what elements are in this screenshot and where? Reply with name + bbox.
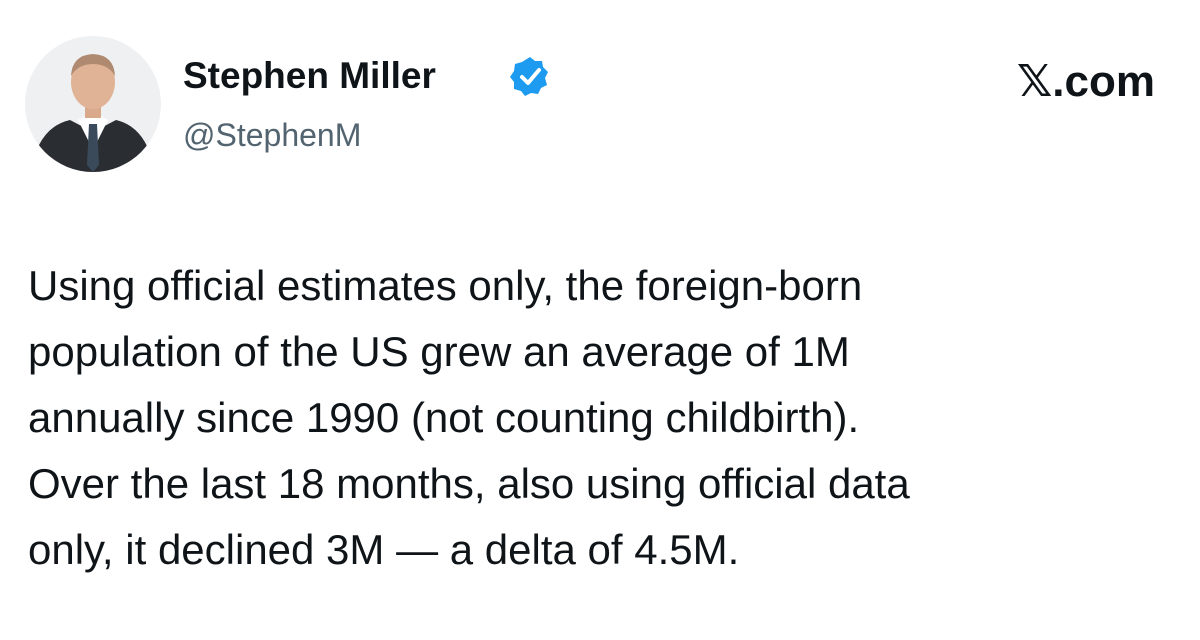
site-logo: 𝕏.com xyxy=(1017,57,1155,106)
body-line: annually since 1990 (not counting childb… xyxy=(28,394,859,441)
body-line: Over the last 18 months, also using offi… xyxy=(28,460,910,507)
body-line: only, it declined 3M — a delta of 4.5M. xyxy=(28,526,739,573)
verified-badge xyxy=(510,57,548,96)
tweet-body: Using official estimates only, the forei… xyxy=(28,262,910,573)
avatar[interactable] xyxy=(20,30,170,180)
body-line: population of the US grew an average of … xyxy=(28,328,850,375)
author-handle[interactable]: @StephenM xyxy=(183,117,361,153)
body-line: Using official estimates only, the forei… xyxy=(28,262,862,309)
author-name[interactable]: Stephen Miller xyxy=(183,55,436,96)
